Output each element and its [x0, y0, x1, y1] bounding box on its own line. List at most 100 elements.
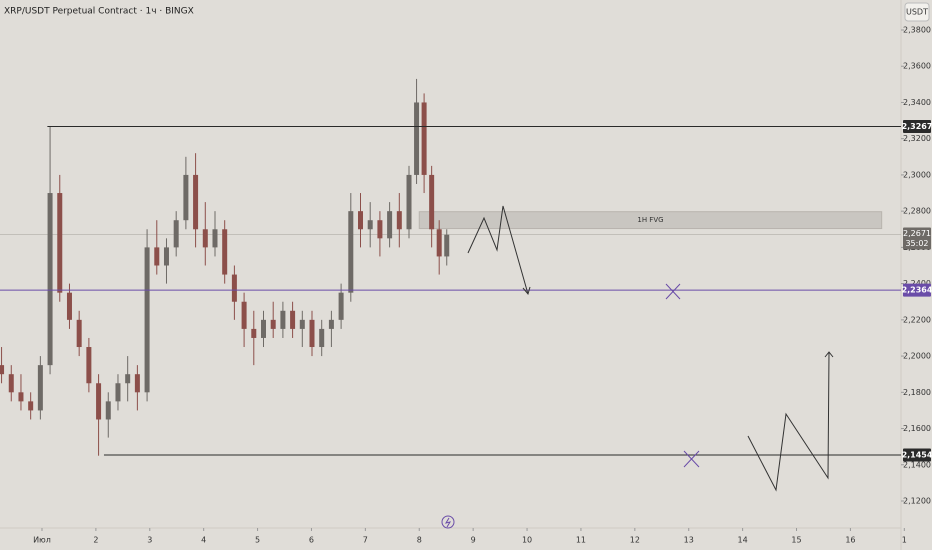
y-tick-label: 2,2400: [903, 279, 931, 288]
x-tick-label: Июл: [33, 536, 51, 545]
candle-body: [367, 220, 373, 230]
x-tick-label: 6: [309, 536, 314, 545]
x-tick-label: 4: [201, 536, 206, 545]
y-tick-label: 2,2000: [903, 352, 931, 361]
candle-body: [202, 229, 208, 248]
y-tick-label: 2,3800: [903, 26, 931, 35]
candle-body: [212, 229, 218, 248]
event-icon[interactable]: [441, 515, 455, 529]
last-price-tag: [903, 227, 931, 250]
y-tick-label: 2,2200: [903, 315, 931, 324]
candle-body: [163, 247, 169, 266]
currency-button[interactable]: [904, 2, 930, 22]
candle-body: [115, 383, 121, 402]
candle-body: [134, 374, 140, 393]
y-tick-label: 2,3400: [903, 98, 931, 107]
x-marker: [683, 450, 700, 468]
countdown-label: 35:02: [905, 239, 928, 248]
fvg-zone: [418, 211, 883, 230]
candle-body: [299, 319, 305, 329]
y-tick-label: 2,1200: [903, 497, 931, 506]
candle-body: [8, 374, 14, 393]
x-tick-label: 9: [471, 536, 476, 545]
candle-body: [421, 102, 427, 175]
currency-label: USDT: [906, 8, 928, 17]
candle-body: [270, 319, 276, 329]
x-tick-label: 10: [522, 536, 532, 545]
x-tick-label: 12: [630, 536, 640, 545]
candle-body: [406, 174, 412, 230]
x-tick-label: 11: [576, 536, 586, 545]
y-tick-label: 2,3600: [903, 62, 931, 71]
chart-title: XRP/USDT Perpetual Contract · 1ч · BINGX: [4, 7, 194, 17]
candle-body: [18, 392, 24, 402]
candle-body: [86, 347, 92, 384]
candle-body: [28, 401, 34, 411]
candle-body: [96, 383, 102, 420]
y-tick-label: 2,3200: [903, 134, 931, 143]
candle-body: [0, 365, 5, 375]
candle-body: [348, 211, 354, 293]
candle-body: [309, 319, 315, 348]
x-marker: [665, 283, 681, 300]
y-tick-label: 2,3000: [903, 170, 931, 179]
candle-body: [444, 234, 450, 257]
y-tick-label: 2,1400: [903, 460, 931, 469]
candle-body: [37, 365, 43, 411]
candle-body: [154, 247, 160, 266]
candle-body: [47, 193, 53, 366]
candle-body: [377, 220, 383, 239]
candle-body: [173, 220, 179, 248]
x-tick-label: 1: [902, 536, 907, 545]
last-price-label: 2,2671: [903, 229, 931, 238]
candle-body: [251, 328, 257, 338]
event-icon-bolt: [444, 517, 452, 528]
arrow-head: [522, 286, 531, 296]
candle-body: [396, 211, 402, 230]
candle-body: [414, 102, 420, 175]
y-tick-label: 2,1800: [903, 388, 931, 397]
candle-body: [241, 301, 247, 329]
candle-body: [328, 319, 334, 329]
x-tick-label: 16: [845, 536, 855, 545]
candle-body: [260, 319, 266, 338]
projection-path: [747, 351, 830, 492]
x-tick-label: 3: [147, 536, 152, 545]
fvg-label: 1Н FVG: [637, 216, 663, 224]
level-tag: [903, 120, 931, 134]
level-label: 2,2364: [902, 286, 932, 295]
candle-body: [57, 193, 63, 293]
candle-body: [231, 274, 237, 302]
level-tag: [903, 448, 931, 462]
x-tick-label: 13: [684, 536, 694, 545]
x-tick-label: 5: [255, 536, 260, 545]
candle-body: [280, 310, 286, 329]
candle-body: [222, 229, 228, 275]
candle-body: [66, 292, 72, 320]
candle-body: [290, 310, 296, 329]
candle-body: [193, 174, 199, 230]
candle-body: [76, 319, 82, 348]
level-label: 2,3267: [902, 122, 932, 131]
candle-body: [144, 247, 150, 393]
candle-body: [338, 292, 344, 320]
level-label: 2,1454: [902, 450, 932, 459]
x-tick-label: 15: [791, 536, 801, 545]
candle-body: [125, 374, 131, 384]
x-tick-label: 7: [363, 536, 368, 545]
candle-body: [105, 401, 111, 420]
candle-body: [429, 174, 435, 230]
x-tick-label: 2: [93, 536, 98, 545]
plot: 2,1200 2,1400 2,1600 2,1800 2,2000 2,2200 2,24…: [0, 26, 931, 545]
candle-body: [319, 328, 325, 348]
x-tick-label: 14: [738, 536, 748, 545]
arrow-head: [824, 351, 834, 358]
x-tick-label: 8: [417, 536, 422, 545]
y-tick-label: 2,1600: [903, 424, 931, 433]
candle-body: [183, 174, 189, 221]
level-tag: [903, 283, 931, 297]
candle-body: [387, 211, 393, 239]
candle-body: [436, 229, 442, 257]
